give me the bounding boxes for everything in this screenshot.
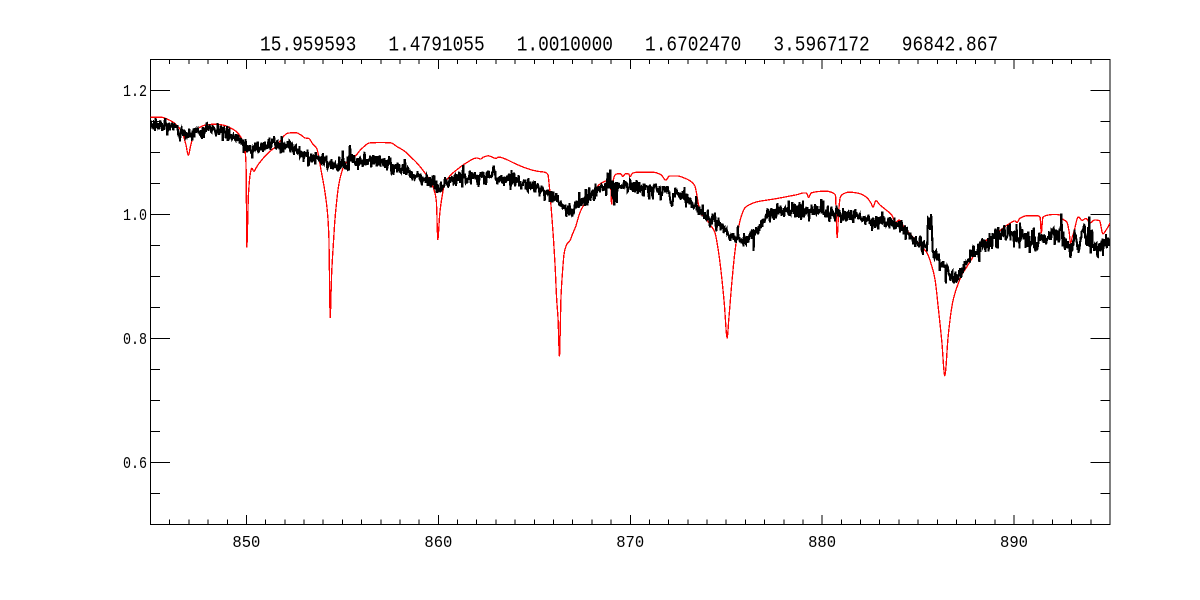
svg-text:1.6702470: 1.6702470	[645, 34, 741, 58]
svg-text:880: 880	[808, 533, 836, 552]
svg-text:0.8: 0.8	[123, 330, 147, 349]
svg-text:1.0: 1.0	[123, 206, 147, 225]
svg-text:96842.867: 96842.867	[902, 34, 998, 58]
svg-text:1.0010000: 1.0010000	[517, 34, 613, 58]
svg-text:850: 850	[232, 533, 260, 552]
svg-text:3.5967172: 3.5967172	[773, 34, 869, 58]
svg-text:0.6: 0.6	[123, 454, 147, 473]
svg-text:890: 890	[1000, 533, 1028, 552]
svg-text:1.2: 1.2	[123, 82, 147, 101]
svg-text:1.4791055: 1.4791055	[388, 34, 484, 58]
svg-text:870: 870	[616, 533, 644, 552]
svg-text:860: 860	[424, 533, 452, 552]
svg-text:15.959593: 15.959593	[260, 34, 356, 58]
